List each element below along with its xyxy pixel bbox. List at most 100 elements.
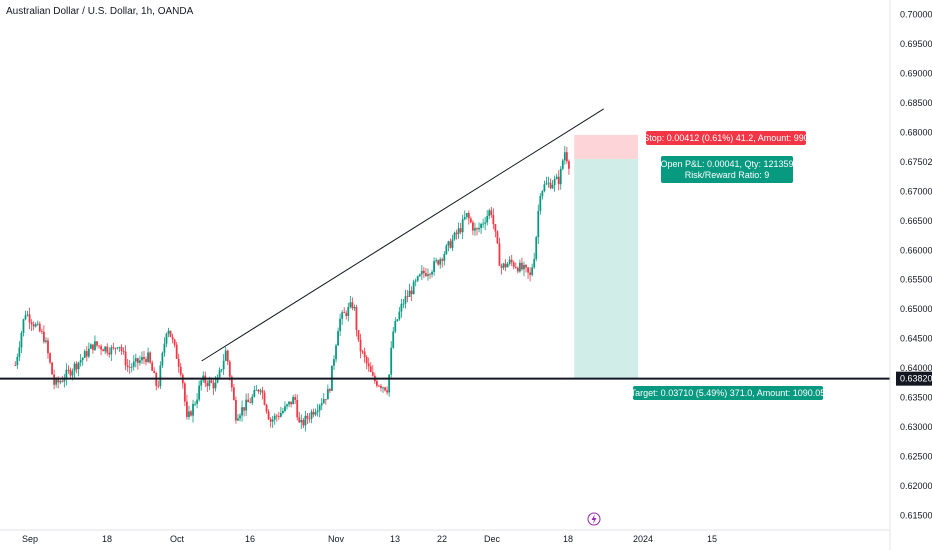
candle-down (173, 339, 176, 345)
x-tick-label: 13 (390, 534, 400, 544)
candle-up (159, 365, 162, 387)
candle-up (420, 270, 423, 275)
candle-up (506, 263, 509, 268)
candle-up (310, 411, 313, 419)
candle-up (518, 262, 521, 272)
candle-down (363, 351, 366, 358)
candle-up (502, 263, 505, 268)
candle-down (516, 267, 519, 272)
candle-down (369, 366, 372, 372)
candle-down (449, 241, 452, 248)
candle-up (55, 379, 58, 385)
candle-down (124, 351, 127, 366)
candle-down (437, 260, 440, 265)
y-axis: 0.70000 0.69500 0.69000 0.68500 0.68000 0.675… (889, 0, 932, 550)
candle-down (549, 182, 552, 189)
candle-down (226, 350, 229, 362)
candle-up (110, 347, 113, 355)
candle-up (279, 412, 282, 417)
candle-up (539, 196, 542, 211)
candle-up (208, 380, 211, 387)
candle-up (26, 314, 29, 316)
candle-up (427, 274, 429, 276)
candle-up (304, 415, 307, 426)
candle-down (525, 264, 527, 268)
candle-down (312, 411, 315, 415)
candle-down (32, 324, 35, 327)
candle-down (380, 385, 382, 389)
candle-down (472, 222, 474, 231)
candle-up (163, 343, 166, 353)
candle-down (206, 383, 209, 387)
candle-down (500, 265, 503, 268)
x-tick-label: 22 (437, 534, 447, 544)
candle-up (16, 356, 19, 366)
y-tick-label: 0.65000 (900, 304, 932, 314)
candle-down (265, 404, 268, 412)
candle-down (425, 273, 427, 276)
candle-up (59, 381, 62, 383)
candle-up (194, 403, 196, 405)
candle-down (410, 290, 413, 295)
y-tick-label: 0.70000 (900, 10, 932, 20)
candle-up (488, 210, 491, 216)
candle-up (316, 410, 319, 413)
candle-down (126, 365, 129, 367)
candle-down (494, 224, 497, 232)
candle-up (284, 406, 286, 411)
y-tick-label: 0.67000 (900, 186, 932, 196)
position-labels: Stop: 0.00412 (0.61%) 41.2, Amount: 990 O… (631, 131, 825, 400)
candle-down (106, 346, 109, 353)
candle-down (521, 262, 523, 270)
candle-down (230, 376, 233, 388)
candle-down (177, 358, 180, 367)
candle-down (529, 272, 532, 275)
candle-down (169, 330, 172, 337)
candle-up (480, 224, 482, 228)
candle-down (57, 379, 60, 383)
candle-up (418, 274, 421, 277)
candle-up (349, 302, 352, 307)
candle-down (467, 212, 470, 219)
candle-down (247, 399, 250, 403)
candle-up (320, 403, 323, 406)
x-tick-label: 15 (707, 534, 717, 544)
candle-down (345, 312, 348, 317)
candle-up (196, 399, 199, 404)
candle-up (139, 360, 141, 363)
candle-down (263, 392, 266, 405)
candle-down (296, 399, 299, 418)
candle-up (20, 332, 23, 348)
candle-up (537, 210, 540, 238)
x-tick-label: 2024 (633, 534, 653, 544)
stop-zone (574, 134, 638, 159)
candle-down (357, 329, 360, 340)
candle-up (347, 306, 350, 317)
candle-up (551, 184, 554, 189)
candle-up (486, 215, 489, 223)
candle-up (63, 379, 66, 382)
candle-up (224, 350, 227, 361)
candle-down (510, 259, 513, 263)
candle-up (541, 191, 544, 197)
candle-down (367, 363, 370, 367)
candle-down (351, 302, 354, 309)
candle-up (392, 331, 395, 348)
candle-down (306, 415, 309, 419)
candle-up (251, 396, 254, 403)
candle-up (341, 312, 344, 319)
candle-up (77, 362, 80, 370)
candle-up (404, 296, 407, 304)
stop-label: Stop: 0.00412 (0.61%) 41.2, Amount: 990 (643, 133, 809, 143)
candle-down (98, 345, 100, 347)
candle-down (157, 385, 160, 387)
candle-up (79, 360, 82, 363)
candle-down (490, 210, 493, 215)
event-icon-bolt (591, 514, 597, 524)
candle-up (118, 346, 121, 348)
candle-down (136, 358, 139, 363)
candle-up (116, 347, 119, 349)
candle-up (333, 359, 335, 366)
candle-down (378, 385, 380, 387)
